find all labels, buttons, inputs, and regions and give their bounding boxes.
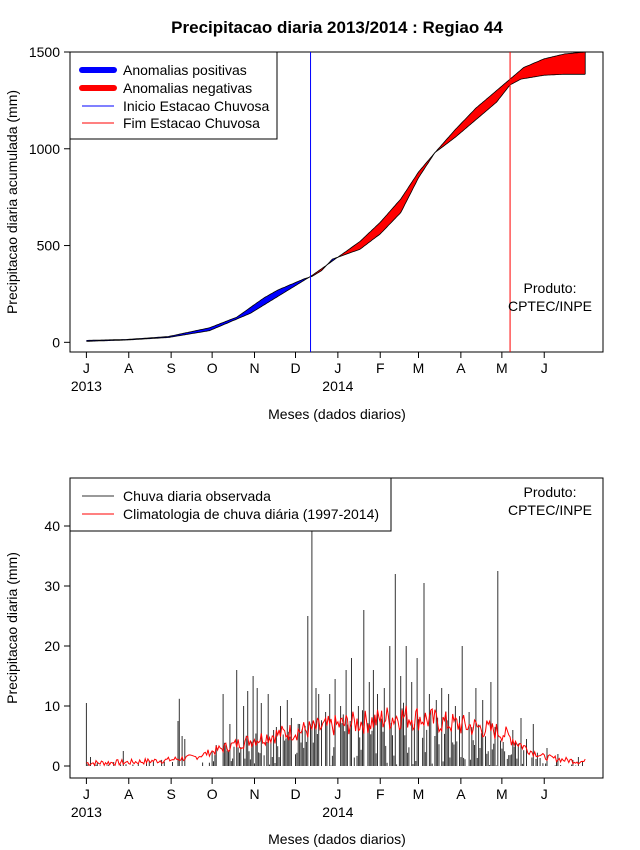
product-annotation-line2: CPTEC/INPE [508, 298, 592, 314]
y-axis: 0 500 1000 1500 [29, 44, 70, 350]
chart-title: Precipitacao diaria 2013/2014 : Regiao 4… [171, 18, 503, 37]
x-tick-label: F [376, 786, 385, 802]
y-tick-label: 1000 [29, 141, 60, 157]
cumulative-precipitation-chart: 0 500 1000 1500 J A S O N D J F M A M J 2013 2014 Precip… [4, 44, 604, 422]
x-tick-label: D [290, 360, 300, 376]
x-tick-label: J [334, 786, 341, 802]
y-tick-label: 40 [44, 518, 60, 534]
x-tick-label: F [376, 360, 385, 376]
top-plot-frame [69, 51, 604, 353]
daily-observed-bars [85, 496, 583, 766]
x-tick-label: J [334, 360, 341, 376]
x-tick-label: M [413, 786, 425, 802]
legend-label-climatology: Climatologia de chuva diária (1997-2014) [123, 506, 379, 522]
legend: Chuva diaria observada Climatologia de c… [69, 477, 392, 532]
x-tick-label: S [166, 360, 175, 376]
y-tick-label: 10 [44, 698, 60, 714]
product-annotation-line1: Produto: [524, 280, 577, 296]
year-label: 2014 [322, 804, 353, 820]
legend-label-observed: Chuva diaria observada [123, 488, 271, 504]
y-tick-label: 20 [44, 638, 60, 654]
year-label: 2014 [322, 378, 353, 394]
x-tick-label: O [207, 360, 218, 376]
x-axis: J A S O N D J F M A M J 2013 2014 [71, 778, 548, 820]
x-tick-label: J [541, 360, 548, 376]
x-axis: J A S O N D J F M A M J 2013 2014 [71, 352, 548, 394]
x-tick-label: A [456, 360, 466, 376]
x-tick-label: D [290, 786, 300, 802]
y-tick-label: 1500 [29, 44, 60, 60]
negative-anomaly-area [436, 52, 586, 152]
y-tick-label: 500 [37, 238, 61, 254]
observed-cumulative-line [86, 73, 586, 341]
legend-label-season-end: Fim Estacao Chuvosa [123, 115, 260, 131]
y-axis-label: Precipitacao diaria (mm) [4, 552, 20, 704]
y-axis: 0 10 20 30 40 [44, 518, 70, 774]
climatology-cumulative-line [86, 51, 586, 342]
x-tick-label: J [83, 360, 90, 376]
x-tick-label: J [83, 786, 90, 802]
year-label: 2013 [71, 378, 102, 394]
x-tick-label: J [541, 786, 548, 802]
legend-label-positive: Anomalias positivas [123, 62, 247, 78]
negative-anomaly-area [339, 152, 435, 257]
x-tick-label: M [496, 786, 508, 802]
x-tick-label: M [413, 360, 425, 376]
x-tick-label: A [124, 786, 134, 802]
x-tick-label: N [249, 360, 259, 376]
legend-box [69, 51, 278, 140]
x-axis-label: Meses (dados diarios) [268, 831, 406, 847]
positive-anomaly-area [86, 277, 310, 342]
product-annotation-line2: CPTEC/INPE [508, 502, 592, 518]
legend-box [69, 477, 392, 532]
product-annotation-line1: Produto: [524, 484, 577, 500]
x-tick-label: A [456, 786, 466, 802]
y-tick-label: 0 [52, 758, 60, 774]
climatology-line [86, 705, 586, 767]
year-label: 2013 [71, 804, 102, 820]
x-tick-label: A [124, 360, 134, 376]
y-axis-label: Precipitacao diaria acumulada (mm) [4, 90, 20, 314]
y-tick-label: 0 [52, 334, 60, 350]
y-tick-label: 30 [44, 578, 60, 594]
x-tick-label: M [496, 360, 508, 376]
x-tick-label: N [249, 786, 259, 802]
x-tick-label: O [207, 786, 218, 802]
legend-label-season-start: Inicio Estacao Chuvosa [123, 98, 270, 114]
x-axis-label: Meses (dados diarios) [268, 406, 406, 422]
x-tick-label: S [166, 786, 175, 802]
daily-precipitation-chart: 0 10 20 30 40 J A S O N D J F M A M J 2013 2014 Precipita… [4, 477, 604, 847]
cumulative-lines [86, 51, 586, 342]
legend: Anomalias positivas Anomalias negativas … [69, 51, 278, 140]
legend-label-negative: Anomalias negativas [123, 80, 252, 96]
